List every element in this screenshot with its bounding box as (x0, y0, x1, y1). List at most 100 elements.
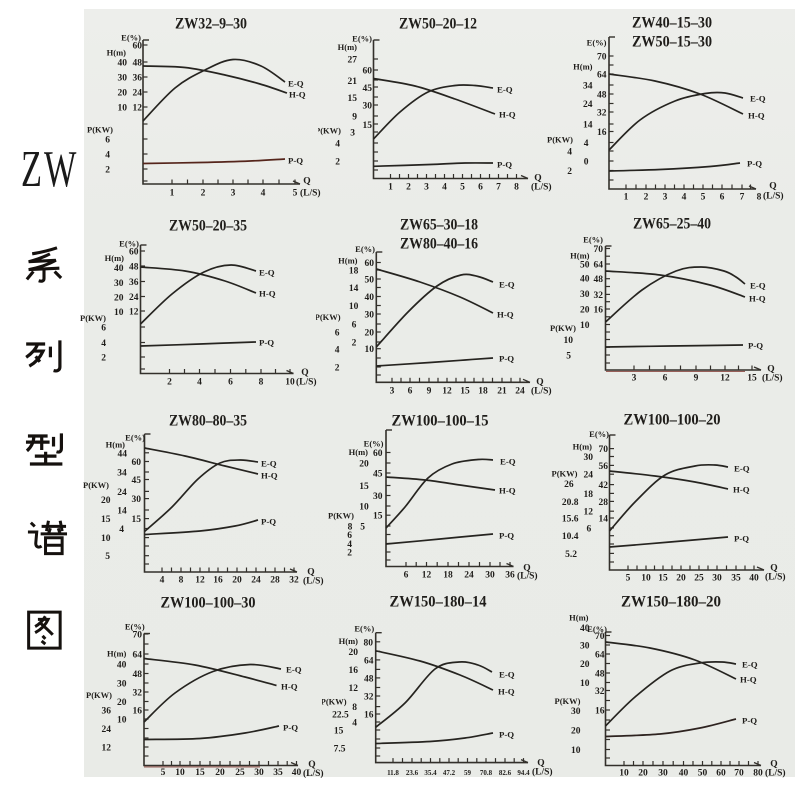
svg-text:H(m): H(m) (107, 48, 127, 58)
svg-text:4: 4 (682, 193, 687, 203)
svg-text:12: 12 (584, 508, 594, 518)
svg-text:4: 4 (567, 148, 572, 158)
svg-text:30: 30 (132, 495, 142, 505)
svg-text:10: 10 (114, 308, 124, 318)
svg-text:45: 45 (132, 476, 142, 486)
svg-text:26: 26 (564, 480, 574, 490)
svg-text:30: 30 (365, 311, 375, 321)
svg-text:30: 30 (117, 680, 127, 690)
svg-text:6: 6 (228, 378, 233, 388)
svg-text:E-Q: E-Q (742, 660, 758, 670)
svg-text:P-Q: P-Q (497, 160, 512, 170)
svg-text:15: 15 (348, 94, 358, 104)
svg-text:6: 6 (408, 387, 413, 397)
svg-text:25: 25 (235, 768, 245, 778)
svg-text:8: 8 (259, 378, 264, 388)
svg-text:60: 60 (365, 259, 375, 269)
svg-text:94.4: 94.4 (517, 769, 530, 777)
svg-text:70: 70 (734, 769, 744, 779)
svg-text:P-Q: P-Q (499, 730, 514, 740)
svg-text:30: 30 (584, 453, 594, 463)
svg-text:P-Q: P-Q (261, 517, 276, 527)
svg-text:32: 32 (289, 576, 299, 586)
svg-text:P(KW): P(KW) (80, 313, 106, 323)
svg-text:10: 10 (285, 378, 295, 388)
svg-text:H-Q: H-Q (733, 485, 750, 495)
svg-text:6: 6 (352, 321, 357, 331)
svg-text:H-Q: H-Q (499, 110, 516, 120)
svg-text:10: 10 (564, 336, 574, 346)
svg-text:80: 80 (364, 638, 374, 648)
svg-text:15: 15 (460, 387, 470, 397)
svg-text:ZW100–100–30: ZW100–100–30 (161, 595, 256, 612)
svg-text:3: 3 (231, 189, 236, 199)
svg-text:47.2: 47.2 (443, 769, 456, 777)
svg-text:30: 30 (118, 74, 128, 84)
svg-text:E(%): E(%) (364, 439, 384, 449)
svg-text:E(%): E(%) (587, 38, 607, 48)
svg-text:H(m): H(m) (338, 256, 358, 266)
svg-text:H-Q: H-Q (261, 471, 278, 481)
svg-text:E(%): E(%) (587, 624, 607, 634)
svg-text:2: 2 (644, 193, 649, 203)
svg-text:6: 6 (101, 324, 106, 334)
svg-text:5: 5 (626, 574, 631, 584)
svg-text:15.6: 15.6 (562, 515, 579, 525)
svg-text:20: 20 (638, 769, 648, 779)
svg-text:40: 40 (292, 768, 302, 778)
svg-text:E-Q: E-Q (750, 94, 766, 104)
svg-text:P(KW): P(KW) (316, 312, 341, 322)
svg-text:20: 20 (349, 648, 359, 658)
svg-text:30: 30 (114, 279, 124, 289)
svg-text:P-Q: P-Q (288, 156, 303, 166)
svg-text:21: 21 (497, 387, 507, 397)
svg-text:8: 8 (348, 523, 353, 533)
svg-text:ZW32–9–30: ZW32–9–30 (175, 16, 247, 33)
svg-text:27: 27 (348, 56, 358, 66)
svg-text:ZW80–80–35: ZW80–80–35 (169, 413, 247, 430)
svg-text:24: 24 (102, 725, 112, 735)
svg-text:12: 12 (133, 104, 143, 114)
svg-text:(L/S): (L/S) (762, 373, 783, 384)
svg-text:10: 10 (641, 574, 651, 584)
svg-text:21: 21 (348, 77, 358, 87)
svg-text:ZW150–180–14: ZW150–180–14 (390, 594, 487, 611)
svg-text:10: 10 (571, 746, 581, 756)
svg-text:24: 24 (584, 471, 594, 481)
svg-text:E(%): E(%) (589, 429, 609, 439)
svg-text:32: 32 (595, 687, 605, 697)
svg-text:(L/S): (L/S) (531, 386, 552, 397)
svg-text:10: 10 (349, 302, 359, 312)
svg-text:36: 36 (129, 278, 139, 288)
svg-text:20: 20 (571, 727, 581, 737)
svg-text:56: 56 (599, 462, 609, 472)
svg-text:2: 2 (406, 183, 411, 193)
svg-text:4: 4 (584, 139, 589, 149)
svg-text:23.6: 23.6 (406, 769, 419, 777)
svg-text:18: 18 (478, 387, 488, 397)
svg-text:2: 2 (347, 549, 352, 559)
svg-text:16: 16 (364, 711, 374, 721)
svg-text:E-Q: E-Q (500, 457, 516, 467)
svg-text:59: 59 (464, 769, 472, 777)
svg-text:40: 40 (580, 275, 590, 285)
svg-text:2: 2 (335, 158, 340, 168)
svg-text:H-Q: H-Q (499, 486, 516, 496)
svg-text:15: 15 (747, 374, 757, 384)
svg-text:8: 8 (352, 703, 357, 713)
svg-text:32: 32 (133, 689, 143, 699)
svg-text:82.6: 82.6 (499, 769, 512, 777)
svg-text:Q: Q (307, 568, 314, 578)
svg-text:4: 4 (335, 346, 340, 356)
svg-text:4: 4 (160, 576, 165, 586)
svg-text:64: 64 (133, 651, 143, 661)
svg-text:ZW65–25–40: ZW65–25–40 (633, 216, 711, 233)
svg-text:E(%): E(%) (355, 244, 375, 254)
svg-text:E(%): E(%) (583, 235, 603, 245)
svg-text:P-Q: P-Q (742, 716, 757, 726)
svg-text:30: 30 (373, 492, 383, 502)
svg-text:8: 8 (179, 576, 184, 586)
svg-text:15: 15 (658, 574, 668, 584)
svg-text:P-Q: P-Q (499, 354, 514, 364)
svg-text:(L/S): (L/S) (300, 188, 321, 199)
